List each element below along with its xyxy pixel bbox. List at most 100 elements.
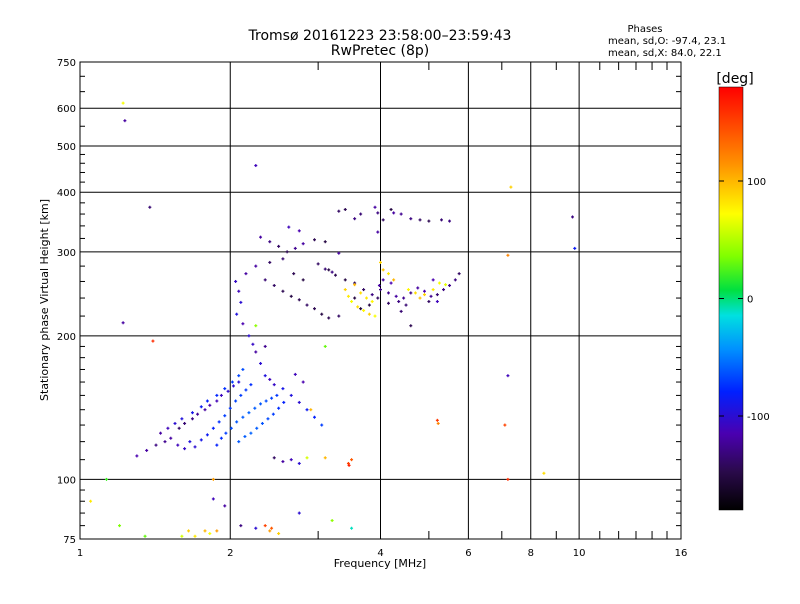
data-point [503, 423, 507, 427]
data-point [435, 293, 439, 297]
data-point [270, 526, 274, 530]
data-point [289, 393, 293, 397]
data-point [416, 286, 420, 290]
data-point [373, 314, 377, 318]
data-point [237, 289, 241, 293]
data-point [427, 219, 431, 223]
x-tick-label: 16 [675, 548, 688, 559]
colorbar-ticks: 100 0 -100 [719, 177, 770, 423]
data-point [305, 456, 309, 460]
data-point [259, 361, 263, 365]
data-point [190, 417, 194, 421]
data-point [244, 388, 248, 392]
data-point [312, 415, 316, 419]
data-point [427, 300, 431, 304]
data-point [224, 431, 228, 435]
data-point [281, 289, 285, 293]
data-point [409, 291, 413, 295]
data-point [229, 426, 233, 430]
data-point [159, 431, 163, 435]
data-point [151, 339, 155, 343]
x-tick-label: 4 [377, 548, 383, 559]
data-point [154, 443, 158, 447]
data-point [337, 209, 341, 213]
data-point [215, 443, 219, 447]
data-point [362, 288, 366, 292]
y-axis-label: Stationary phase Virtual Height [km] [38, 199, 51, 401]
data-point [193, 534, 197, 538]
colorbar-tick-label: 0 [747, 295, 753, 306]
data-point [211, 426, 215, 430]
data-point [350, 526, 354, 530]
data-point [327, 316, 331, 320]
data-point [436, 421, 440, 425]
y-tick-label: 300 [57, 248, 76, 259]
data-point [413, 291, 417, 295]
data-point [89, 499, 93, 503]
colorbar-label: [deg] [716, 71, 753, 87]
data-point [429, 294, 433, 298]
data-point [323, 456, 327, 460]
data-point [208, 532, 212, 536]
data-point [402, 296, 406, 300]
data-point [301, 278, 305, 282]
colorbar: [deg] 100 0 -100 [716, 71, 770, 511]
data-point [394, 294, 398, 298]
data-point [435, 418, 439, 422]
data-point [386, 272, 390, 276]
colorbar-tick-label: 100 [747, 177, 766, 188]
data-point [255, 426, 259, 430]
data-point [509, 185, 513, 189]
data-point [223, 504, 227, 508]
x-tick-label: 1 [77, 548, 83, 559]
chart-subtitle: RwPretec (8p) [331, 43, 429, 59]
data-point [399, 212, 403, 216]
data-point [270, 396, 274, 400]
data-point [272, 456, 276, 460]
data-point [370, 300, 374, 304]
data-point [277, 532, 281, 536]
data-point [205, 399, 209, 403]
data-point [422, 289, 426, 293]
data-point [381, 268, 385, 272]
data-point [277, 244, 281, 248]
data-point [406, 288, 410, 292]
data-point [223, 387, 227, 391]
data-point [440, 218, 444, 222]
data-point [337, 314, 341, 318]
data-point [268, 377, 272, 381]
data-point [259, 235, 263, 239]
data-point [239, 393, 243, 397]
data-point [323, 267, 327, 271]
data-point [297, 298, 301, 302]
data-point [293, 246, 297, 250]
data-point [180, 417, 184, 421]
data-point [365, 296, 369, 300]
data-point [376, 296, 380, 300]
y-tick-label: 500 [57, 142, 76, 153]
minor-ticks [80, 62, 681, 539]
y-tick-label: 100 [57, 475, 76, 486]
data-point [226, 389, 230, 393]
data-point [223, 414, 227, 418]
stats-heading: Phases [627, 24, 662, 35]
data-point [316, 262, 320, 266]
data-point [254, 164, 258, 168]
data-point [379, 260, 382, 264]
colorbar-tick-label: -100 [747, 412, 770, 423]
data-point [343, 278, 347, 282]
data-point [254, 264, 258, 268]
data-point [203, 408, 207, 412]
x-axis-label: Frequency [MHz] [334, 557, 426, 570]
data-point [359, 212, 363, 216]
data-point [386, 291, 390, 295]
data-point [367, 303, 371, 307]
data-point [199, 438, 203, 442]
x-tick-label: 6 [465, 548, 471, 559]
data-point [188, 440, 192, 444]
data-point [145, 448, 149, 452]
data-point [263, 374, 267, 378]
data-point [453, 278, 457, 282]
data-point [397, 300, 401, 304]
